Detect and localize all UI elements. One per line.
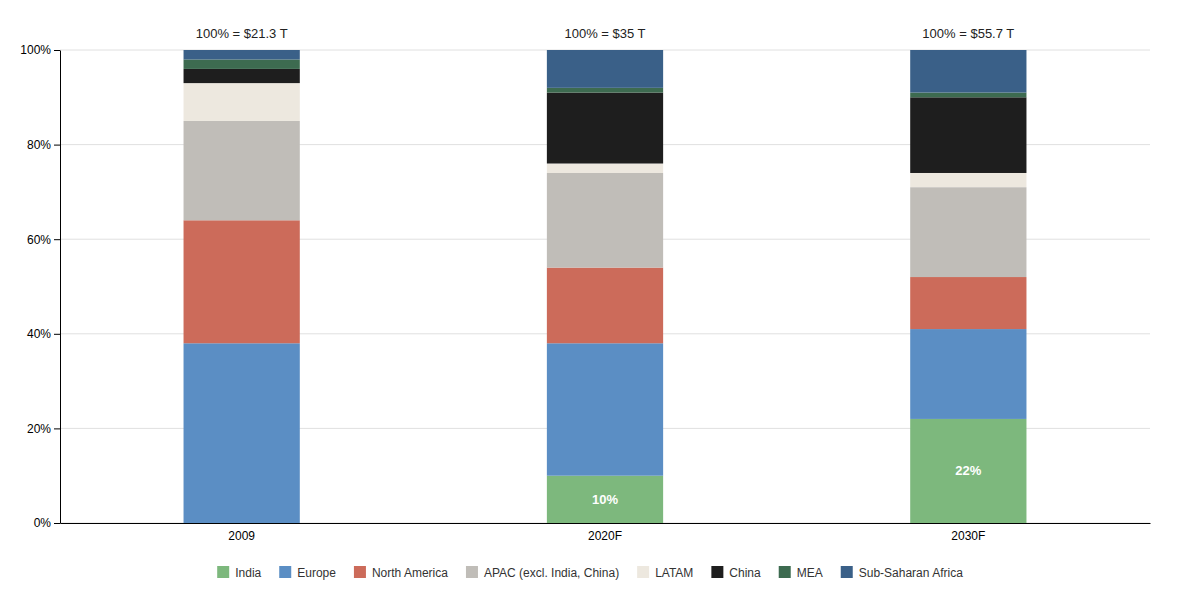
bars: [184, 50, 1027, 523]
legend-item: MEA: [779, 566, 823, 580]
tick-mark: [54, 239, 60, 240]
legend-swatch: [779, 566, 791, 578]
bar: [910, 173, 1026, 187]
tick-label: 100%: [20, 43, 51, 57]
data-labels: 10% 22%: [592, 463, 982, 506]
bar: [184, 83, 300, 121]
tick-mark: [54, 523, 60, 524]
tick-label: 2030F: [951, 529, 985, 543]
legend-label: China: [729, 566, 761, 580]
tick: 0%: [34, 516, 60, 530]
chart: 0%20%40%60%80%100%20092020F2030F10%22%10…: [0, 0, 1180, 608]
legend-label: India: [235, 566, 261, 580]
x-axis: 2009 2020F 2030F: [61, 524, 1151, 543]
tick-label: 2020F: [588, 529, 622, 543]
legend-item: Europe: [279, 566, 336, 580]
legend-swatch: [466, 566, 478, 578]
bar: [910, 50, 1026, 93]
tick: 20%: [27, 422, 60, 436]
legend-label: APAC (excl. India, China): [484, 566, 619, 580]
tick-label: 40%: [27, 327, 51, 341]
series: [184, 83, 1027, 187]
bar: [910, 329, 1026, 419]
axis-line: [61, 523, 1151, 524]
legend-swatch: [841, 566, 853, 578]
bar: [184, 50, 300, 59]
tick: 80%: [27, 138, 60, 152]
data-label: 22%: [955, 463, 981, 478]
tick: 40%: [27, 327, 60, 341]
tick: 60%: [27, 233, 60, 247]
y-axis: 0% 20% 40% 60% 80% 100%: [20, 43, 60, 530]
tick: 2020F: [588, 529, 622, 543]
bar: [910, 97, 1026, 173]
plot: 0%20%40%60%80%100%20092020F2030F10%22%10…: [20, 26, 1150, 543]
bar: [910, 93, 1026, 98]
tick-label: 60%: [27, 233, 51, 247]
legend-item: China: [711, 566, 761, 580]
tick: 100%: [20, 43, 60, 57]
tick-label: 2009: [228, 529, 255, 543]
annotation: 100% = $55.7 T: [922, 26, 1014, 41]
tick-label: 80%: [27, 138, 51, 152]
annotation: 100% = $21.3 T: [196, 26, 288, 41]
legend-swatch: [354, 566, 366, 578]
legend-label: North America: [372, 566, 448, 580]
bar: [547, 268, 663, 344]
bar: [547, 88, 663, 93]
legend-swatch: [637, 566, 649, 578]
legend-item: APAC (excl. India, China): [466, 566, 619, 580]
tick-mark: [54, 50, 60, 51]
legend: India Europe North America APAC (excl. Indi…: [217, 566, 963, 580]
legend-item: India: [217, 566, 261, 580]
tick-mark: [54, 428, 60, 429]
tick: 2030F: [951, 529, 985, 543]
legend-item: Sub-Saharan Africa: [841, 566, 963, 580]
bar: [184, 220, 300, 343]
bar: [547, 173, 663, 268]
legend-item: North America: [354, 566, 448, 580]
bar: [184, 121, 300, 220]
legend-label: Sub-Saharan Africa: [859, 566, 963, 580]
grid: [60, 50, 1150, 523]
bar: [910, 187, 1026, 277]
bar: [547, 93, 663, 164]
tick-label: 0%: [34, 516, 52, 530]
bar: [910, 277, 1026, 329]
annotation: 100% = $35 T: [564, 26, 645, 41]
legend-item: LATAM: [637, 566, 693, 580]
legend-label: MEA: [797, 566, 823, 580]
bar: [184, 69, 300, 83]
bar: [547, 50, 663, 88]
legend-label: LATAM: [655, 566, 693, 580]
series: [184, 329, 1027, 523]
tick-mark: [54, 334, 60, 335]
bar: [184, 343, 300, 523]
legend-swatch: [711, 566, 723, 578]
tick-label: 20%: [27, 422, 51, 436]
legend-swatch: [279, 566, 291, 578]
axis-line: [60, 51, 61, 524]
data-label: 10%: [592, 492, 618, 507]
bar: [184, 59, 300, 68]
series: [184, 50, 1027, 93]
legend-label: Europe: [297, 566, 336, 580]
tick-mark: [54, 145, 60, 146]
bar: [547, 476, 663, 523]
tick: 2009: [228, 529, 255, 543]
bar: [910, 419, 1026, 523]
bar: [547, 164, 663, 173]
annotations: 100% = $21.3 T 100% = $35 T 100% = $55.7 T: [196, 26, 1015, 41]
bar: [547, 343, 663, 475]
legend-swatch: [217, 566, 229, 578]
